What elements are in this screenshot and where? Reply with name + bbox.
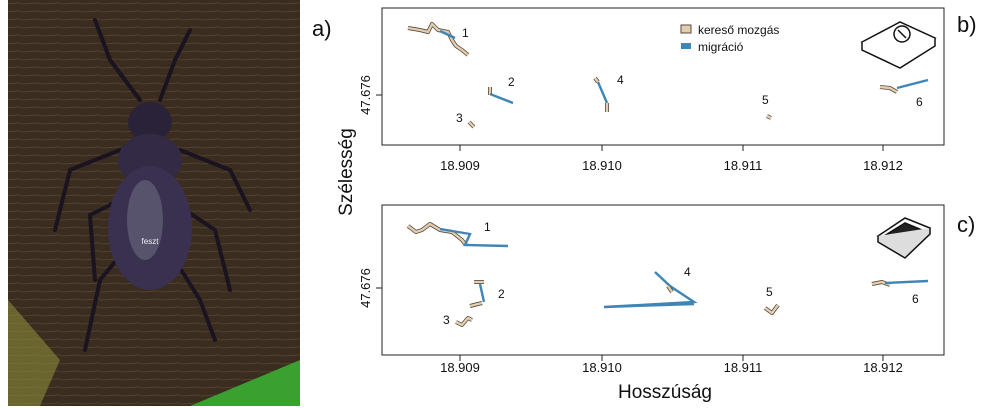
gps-icon <box>876 217 932 259</box>
panel-label: a) <box>312 16 332 41</box>
legend-swatch <box>680 24 692 34</box>
track-label: 1 <box>484 220 491 234</box>
plot-frame <box>381 204 945 356</box>
tracks <box>407 22 929 129</box>
x-tick-label: 18.912 <box>863 158 903 173</box>
panel-label: c) <box>957 212 975 237</box>
track-label: 2 <box>498 287 505 301</box>
track-label: 6 <box>916 95 923 109</box>
track-label: 6 <box>912 292 919 306</box>
beetle-photo: feszt <box>8 0 300 406</box>
compass-icon <box>860 21 937 69</box>
x-tick-label: 18.909 <box>440 158 480 173</box>
x-axis-label: Hosszúság <box>618 382 712 403</box>
track-label: 3 <box>456 111 463 125</box>
panel-label: b) <box>957 12 977 37</box>
track-label: 3 <box>443 313 450 327</box>
track-label: 5 <box>762 93 769 107</box>
track-label: 1 <box>462 26 469 40</box>
x-tick-label: 18.911 <box>724 360 763 375</box>
x-tick-label: 18.910 <box>582 158 622 173</box>
legend-swatch <box>681 43 691 49</box>
track-label: 4 <box>684 265 691 279</box>
plot-frame <box>381 7 945 146</box>
legend-label: migráció <box>698 40 744 54</box>
legend-label: kereső mozgás <box>698 23 779 37</box>
track-label: 4 <box>617 73 624 87</box>
track-label: 5 <box>766 285 773 299</box>
photo-tag: feszt <box>142 237 160 246</box>
x-tick-label: 18.912 <box>863 360 903 375</box>
tracks <box>406 222 929 327</box>
y-axis-label: Szélesség <box>336 128 357 216</box>
track-label: 2 <box>508 75 515 89</box>
y-tick-label: 47.676 <box>358 75 373 115</box>
x-tick-label: 18.909 <box>440 360 480 375</box>
y-tick-label: 47.676 <box>358 268 373 308</box>
x-tick-label: 18.911 <box>724 158 763 173</box>
x-tick-label: 18.910 <box>582 360 622 375</box>
